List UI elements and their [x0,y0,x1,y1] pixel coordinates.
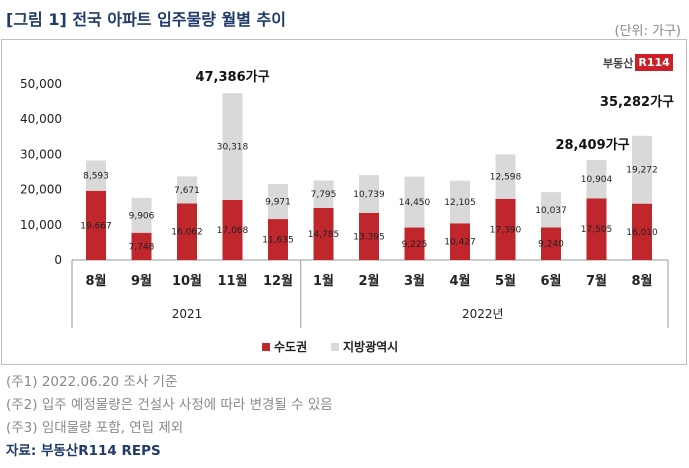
data-label: 10,037 [535,206,567,216]
bar-segment-지방광역시 [632,135,652,204]
data-label: 7,795 [311,190,337,200]
data-label: 16,010 [626,228,658,238]
data-label: 30,318 [217,143,249,153]
footnote-3: (주3) 임대물량 포함, 연립 제외 [6,420,184,436]
bar-segment-수도권 [450,223,470,260]
source-line: 자료: 부동산R114 REPS [6,443,161,459]
brand-logo: 부동산 R114 [603,54,673,71]
chart-title: [그림 1] 전국 아파트 입주물량 월별 추이 [6,10,286,29]
bar-segment-지방광역시 [541,192,561,228]
bar-segment-지방광역시 [222,93,243,200]
bar-segment-지방광역시 [586,160,607,199]
bar-segment-수도권 [268,219,288,260]
stacked-bar-chart: 0 10,000 20,000 30,000 40,000 50,000 19,667 8,5… [20,70,674,354]
legend-swatch-지방광역시 [331,343,339,351]
data-label: 14,785 [308,230,340,240]
x-tick-label: 4월 [449,273,470,289]
x-tick-label: 7월 [586,273,607,289]
x-tick-label: 12월 [263,273,293,289]
data-label: 12,105 [444,198,476,208]
data-label: 7,671 [174,186,200,196]
data-label: 17,505 [581,225,613,235]
x-tick-label: 8월 [85,273,106,289]
data-label: 13,395 [353,232,385,242]
bar-segment-지방광역시 [450,180,470,224]
data-label: 10,739 [353,190,385,200]
data-label: 9,225 [402,240,428,250]
x-tick-label: 1월 [313,273,334,289]
bar-segment-지방광역시 [131,197,152,233]
x-tick-label: 5월 [495,273,516,289]
y-tick-label: 40,000 [20,112,62,126]
bar-segment-수도권 [359,212,379,260]
data-label: 11,635 [262,236,294,246]
bar-segment-지방광역시 [359,175,379,213]
bar-segment-수도권 [313,207,334,260]
x-tick-label: 2월 [358,273,379,289]
bar-segment-수도권 [177,203,197,260]
bar-segment-지방광역시 [495,154,516,199]
x-tick-label: 9월 [131,273,152,289]
bar-segment-수도권 [495,198,516,260]
bar-segment-수도권 [86,190,106,260]
y-tick-label: 0 [54,253,62,267]
y-tick-label: 50,000 [20,77,62,91]
x-tick-label: 8월 [631,273,652,289]
data-label: 17,068 [217,226,249,236]
bar-segment-수도권 [222,199,243,260]
x-tick-label: 11월 [217,273,247,289]
x-tick-label: 10월 [172,273,202,289]
bar-segment-수도권 [131,232,152,260]
bar-segment-지방광역시 [268,183,288,220]
bar-segment-지방광역시 [86,160,106,191]
data-label: 12,598 [490,173,522,183]
year-group-label: 2021 [172,307,203,321]
unit-label: (단위: 가구) [614,24,682,39]
data-label: 10,427 [444,238,476,248]
data-label: 10,904 [581,175,613,185]
x-tick-label: 6월 [540,273,561,289]
data-label: 7,748 [129,242,155,252]
bar-segment-수도권 [404,227,425,260]
legend-label: 수도권 [274,340,307,354]
footnotes: (주1) 2022.06.20 조사 기준 (주2) 입주 예정물량은 건설사 … [6,371,333,463]
data-label: 9,971 [265,197,291,207]
data-label: 9,240 [538,240,564,250]
y-tick-label: 10,000 [20,218,62,232]
logo-badge: R114 [635,54,673,71]
year-group-label: 2022년 [462,307,504,321]
data-label: 16,062 [171,228,203,238]
bar-segment-지방광역시 [404,176,425,228]
data-label: 19,272 [626,166,658,176]
footnote-1: (주1) 2022.06.20 조사 기준 [6,374,178,390]
legend-label: 지방광역시 [343,339,398,354]
bar-segment-수도권 [632,203,652,260]
data-label: 19,667 [80,221,112,231]
data-label: 14,450 [399,198,431,208]
total-callout: 35,282가구 [600,95,674,110]
logo-text: 부동산 [603,56,634,70]
data-label: 17,390 [490,225,522,235]
chart-frame [1,39,687,365]
bar-segment-수도권 [586,198,607,260]
x-tick-label: 3월 [404,273,425,289]
total-callout: 28,409가구 [555,138,629,153]
y-tick-label: 20,000 [20,183,62,197]
data-label: 9,906 [129,211,155,221]
bar-segment-수도권 [541,227,561,260]
legend-swatch-수도권 [262,343,270,351]
y-tick-label: 30,000 [20,147,62,161]
bar-segment-지방광역시 [177,176,197,204]
total-callout: 47,386가구 [195,70,269,85]
bar-segment-지방광역시 [313,180,334,208]
footnote-2: (주2) 입주 예정물량은 건설사 사정에 따라 변경될 수 있음 [6,397,333,413]
data-label: 8,593 [83,172,109,182]
